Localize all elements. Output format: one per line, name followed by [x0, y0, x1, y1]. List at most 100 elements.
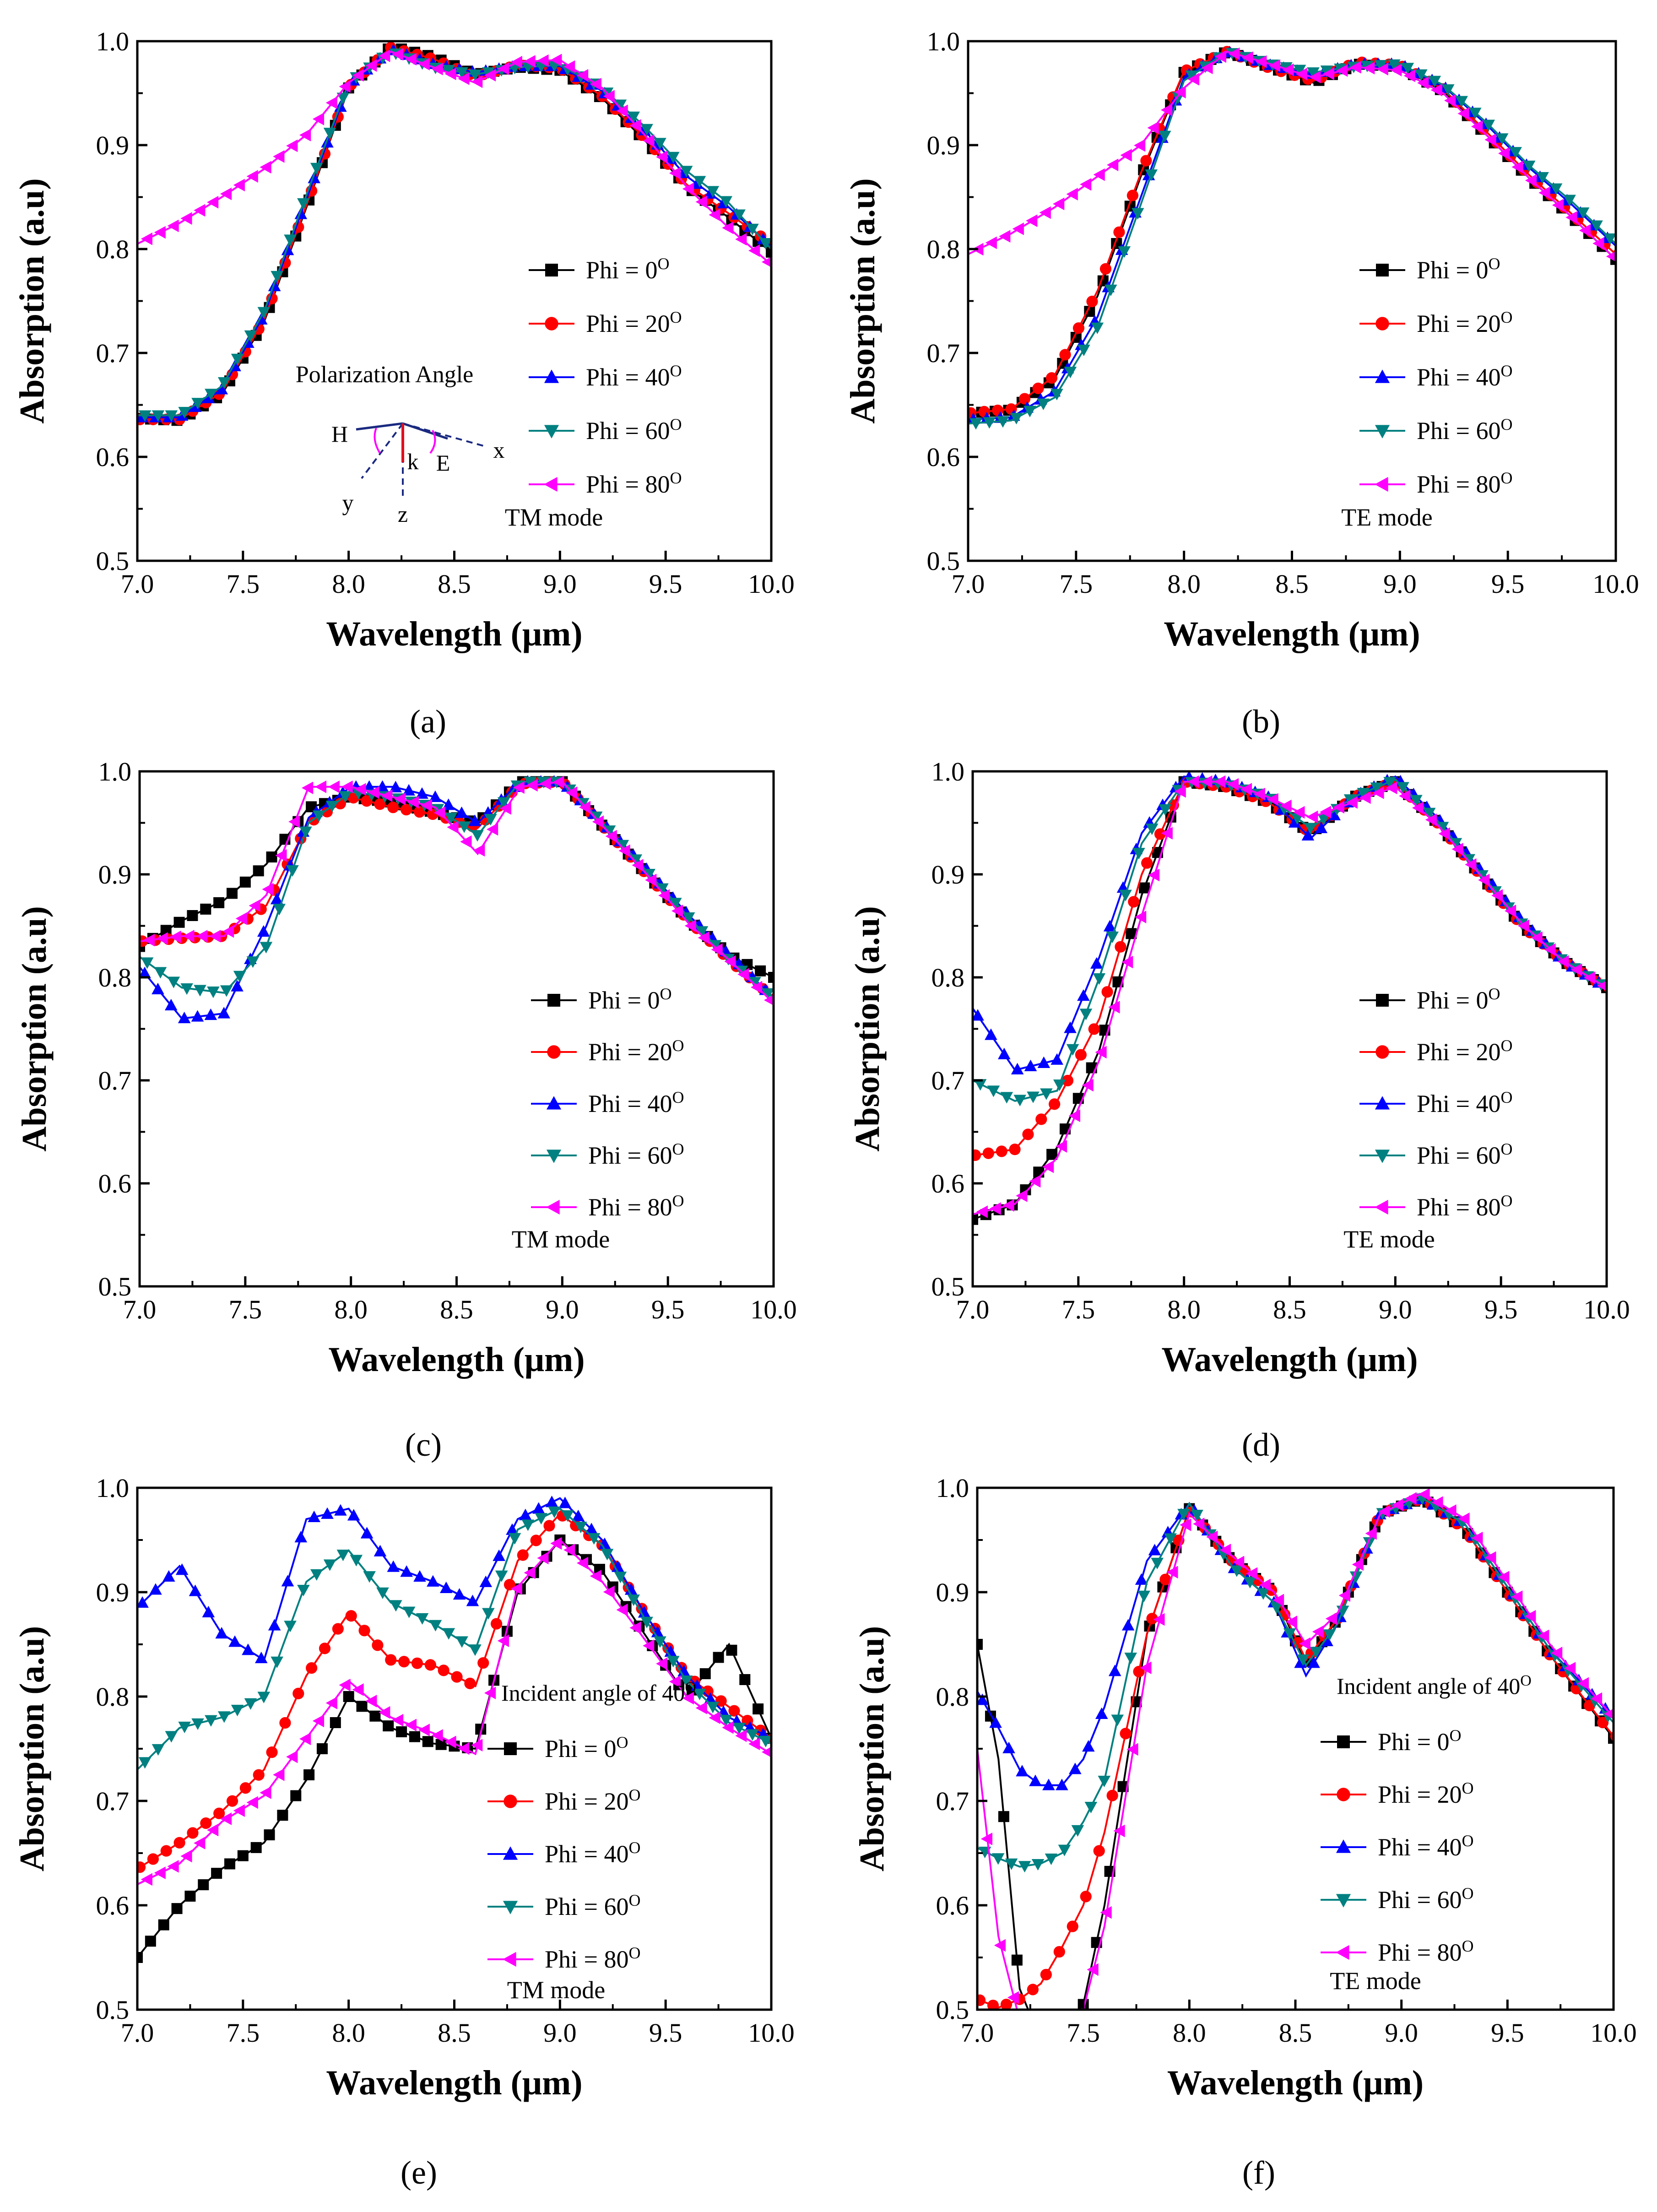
data-point	[398, 1656, 410, 1668]
plot-area	[137, 1496, 771, 1963]
data-point	[202, 1605, 215, 1617]
data-point	[1603, 233, 1616, 245]
data-point	[162, 1570, 175, 1582]
data-point	[260, 161, 271, 174]
data-point	[598, 1537, 611, 1549]
x-tick-label: 8.0	[332, 569, 365, 599]
chart-panel-c: 7.0 7.5 8.0 8.5 9.0 9.5 10.0 0.5 0.6 0.7 0.8 0.9 1.0…	[15, 757, 797, 1463]
data-point	[1016, 1765, 1029, 1777]
data-point	[422, 1736, 433, 1747]
data-point	[969, 418, 982, 430]
data-point	[167, 219, 179, 233]
data-point	[141, 957, 154, 969]
legend-item-4: Phi = 80O	[1359, 1192, 1513, 1221]
data-point	[1047, 2028, 1059, 2041]
legend-marker	[1375, 1199, 1388, 1215]
inset-title: Polarization Angle	[296, 362, 473, 388]
x-tick-label: 8.0	[334, 1295, 368, 1324]
data-point	[666, 152, 680, 163]
legend-label: Phi = 40O	[545, 1838, 641, 1868]
data-point	[1037, 1056, 1051, 1068]
data-point	[360, 1527, 374, 1539]
data-point	[994, 1939, 1006, 1952]
data-point	[983, 417, 996, 429]
x-tick-label: 9.5	[1484, 1295, 1518, 1324]
legend-marker	[1375, 369, 1390, 383]
data-point	[682, 912, 695, 924]
data-point	[1590, 1692, 1603, 1705]
series-4	[968, 47, 1616, 262]
data-point	[1098, 1775, 1111, 1788]
data-point	[178, 1011, 191, 1024]
data-point	[1000, 1999, 1013, 2010]
y-tick-label: 0.9	[96, 130, 130, 160]
data-point	[1564, 1662, 1576, 1675]
data-point	[733, 209, 746, 221]
legend-marker	[544, 425, 559, 439]
data-point	[508, 1533, 521, 1545]
panel-caption: (d)	[1242, 1426, 1280, 1463]
data-point	[1577, 1677, 1589, 1690]
x-tick-label: 9.0	[1379, 1295, 1412, 1324]
data-point	[1509, 147, 1522, 159]
data-point	[231, 1705, 244, 1717]
data-point	[268, 1619, 281, 1631]
data-point	[748, 1737, 760, 1751]
superscript: O	[1501, 415, 1513, 434]
data-point	[407, 796, 419, 809]
data-point	[334, 1504, 347, 1516]
legend: Phi = 0O Phi = 20O Phi = 40O Phi = 60O Phi =…	[529, 255, 682, 498]
data-point	[1228, 47, 1240, 60]
y-tick-label: 0.6	[927, 442, 960, 472]
legend-item-2: Phi = 40O	[531, 1088, 684, 1117]
data-point	[1113, 1824, 1125, 1838]
data-point	[706, 186, 720, 198]
data-point	[484, 1686, 496, 1700]
data-point	[431, 1729, 443, 1742]
data-point	[1363, 1537, 1376, 1549]
data-point	[1495, 133, 1509, 145]
data-point	[387, 1560, 400, 1572]
data-point	[297, 1584, 310, 1597]
y-tick-label: 0.5	[931, 1272, 965, 1301]
data-point	[684, 919, 696, 933]
inset-label: k	[407, 449, 419, 474]
data-point	[1131, 208, 1144, 220]
data-point	[563, 60, 575, 73]
data-point	[1240, 783, 1252, 796]
inset-label: y	[342, 490, 354, 515]
x-tick-label: 7.0	[121, 569, 154, 599]
data-point	[693, 1688, 706, 1701]
data-point	[682, 1692, 694, 1705]
data-point	[1140, 155, 1152, 167]
data-point	[244, 1698, 257, 1710]
data-point	[592, 815, 604, 828]
data-point	[715, 1695, 727, 1707]
data-point	[1099, 263, 1112, 275]
data-point	[1253, 787, 1265, 801]
legend: Phi = 0O Phi = 20O Phi = 40O Phi = 60O Phi =…	[487, 1733, 641, 1973]
data-point	[343, 1691, 354, 1702]
data-point	[1106, 1789, 1118, 1801]
data-point	[154, 226, 166, 239]
data-point	[1383, 777, 1396, 789]
data-point	[1107, 158, 1119, 172]
data-point	[246, 956, 260, 968]
data-point	[191, 398, 204, 410]
y-tick-label: 0.7	[98, 1066, 132, 1095]
data-point	[558, 1496, 572, 1508]
data-point	[1078, 344, 1090, 357]
y-tick-label: 0.6	[96, 442, 130, 472]
series-4	[137, 1537, 771, 1886]
data-point	[699, 1668, 711, 1680]
data-point	[1051, 1053, 1064, 1065]
superscript: O	[672, 1140, 684, 1158]
data-point	[1075, 1049, 1087, 1061]
data-point	[1022, 1128, 1034, 1140]
series-0	[973, 776, 1607, 1225]
data-point	[325, 96, 337, 109]
data-point	[202, 391, 215, 403]
data-point	[336, 1550, 350, 1561]
data-point	[191, 1010, 204, 1022]
data-point	[1309, 70, 1321, 84]
